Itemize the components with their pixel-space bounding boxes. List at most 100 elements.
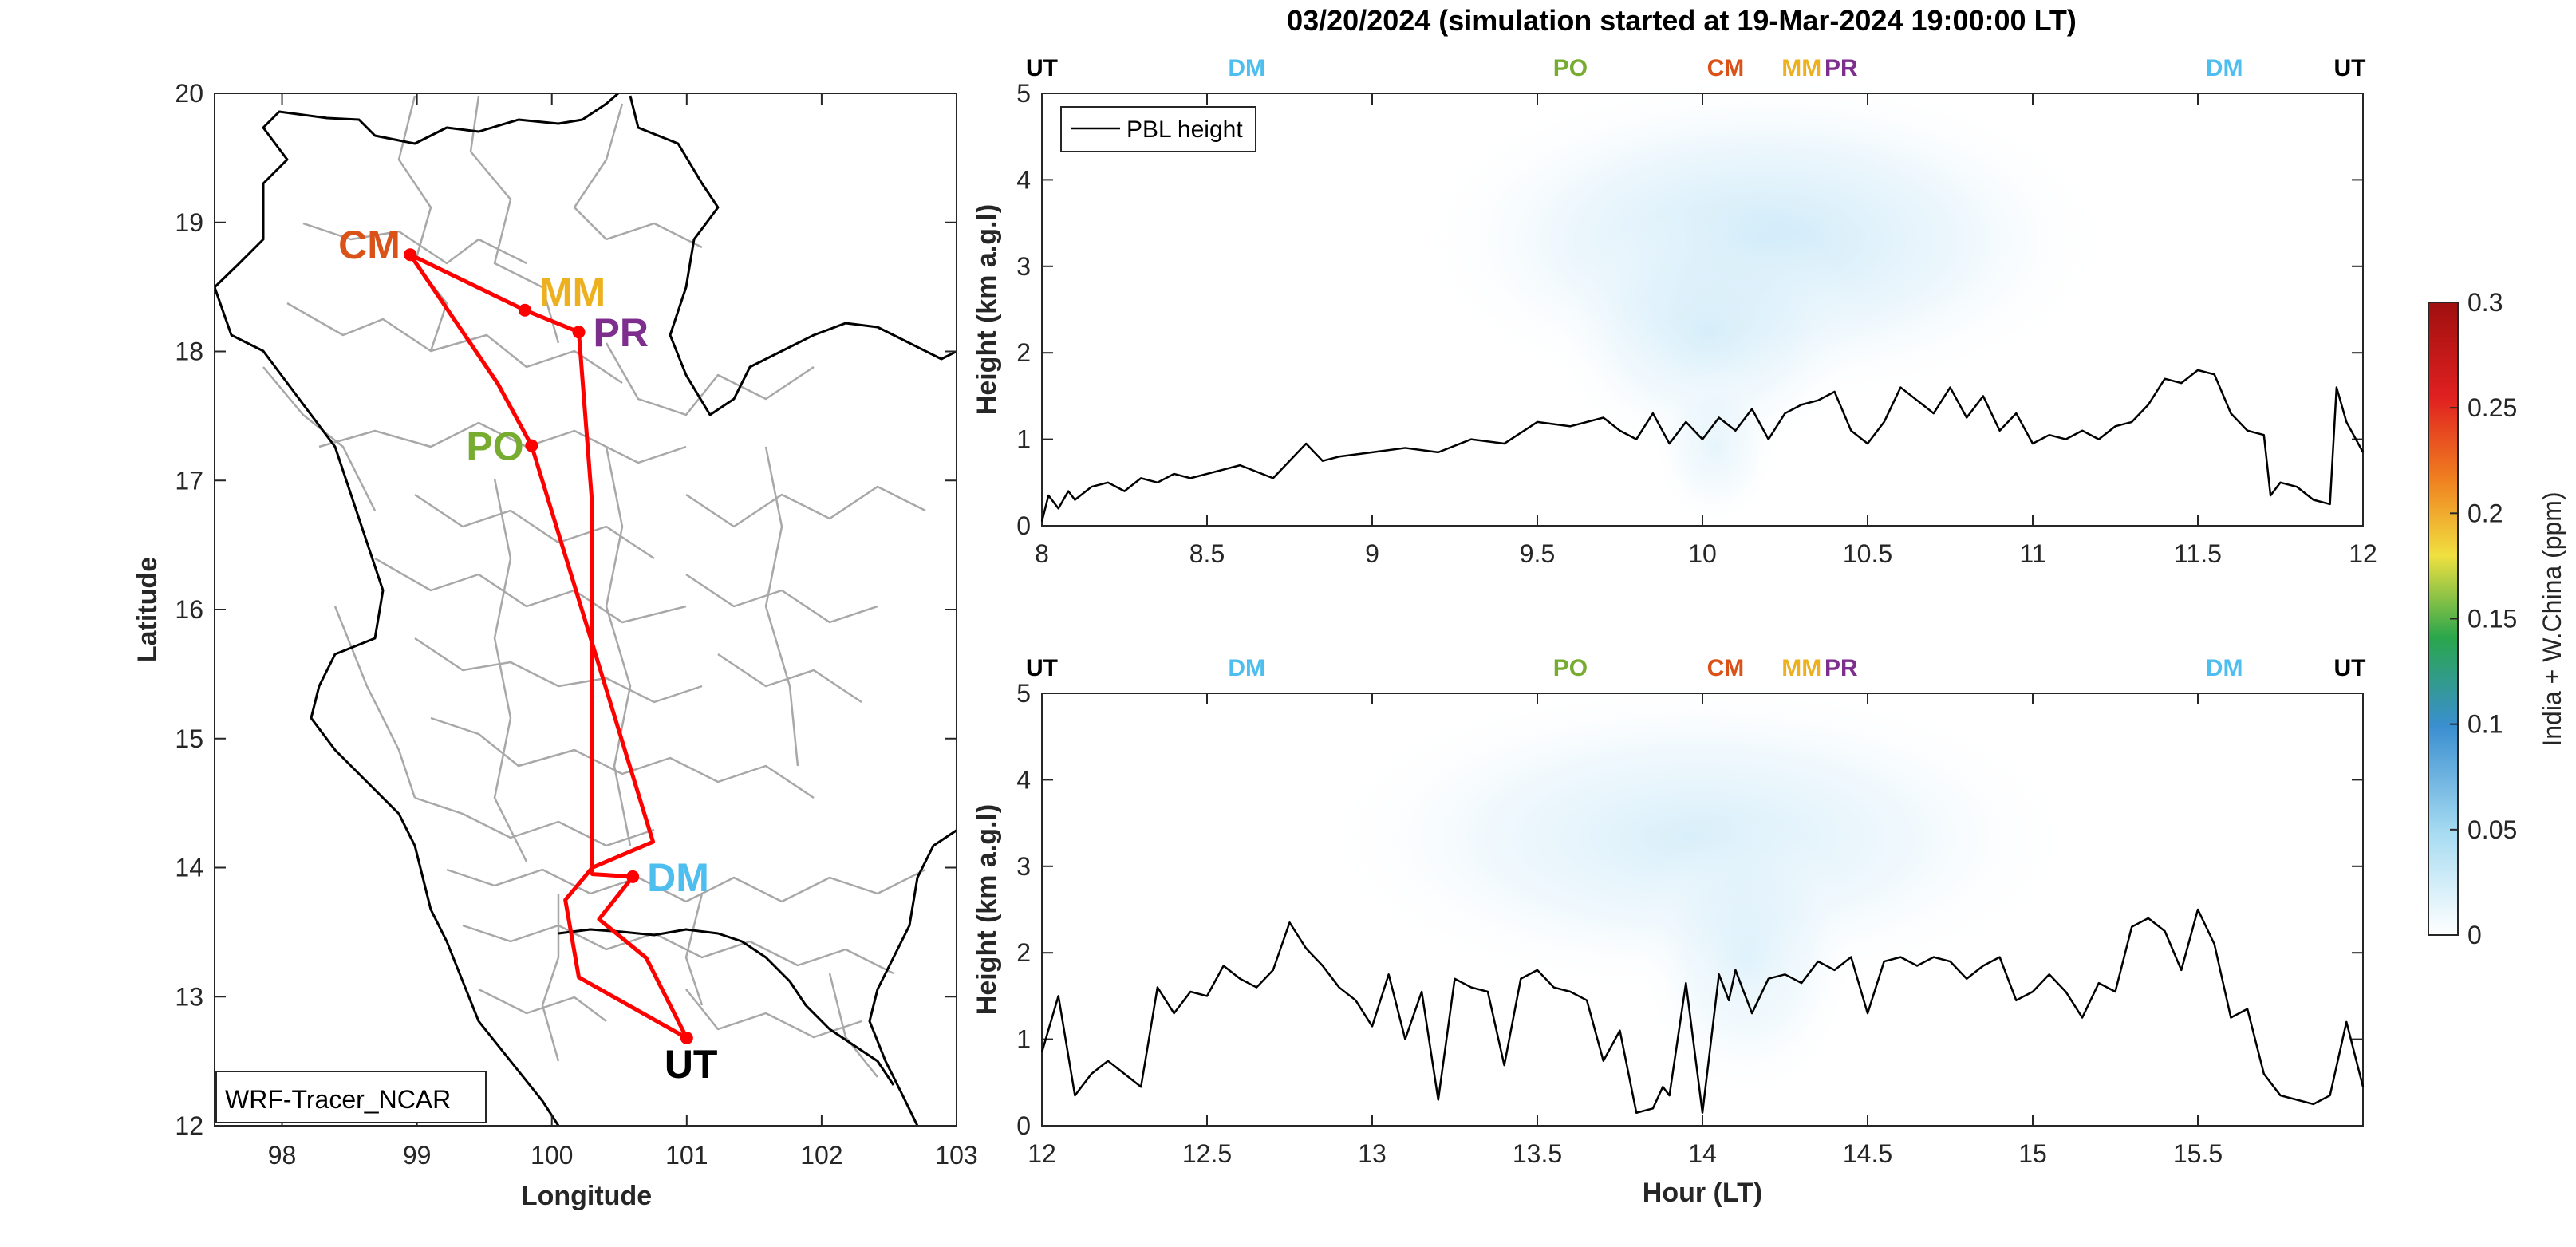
colorbar-ticks: 0 0.05 0.1 0.15 0.2 0.25 0.3: [2450, 288, 2517, 949]
station-top-label: DM: [2206, 55, 2243, 81]
station-point: [518, 303, 531, 317]
station-top-label: UT: [1026, 55, 1058, 81]
figure-title: 03/20/2024 (simulation started at 19-Mar…: [1287, 4, 2077, 37]
ytick-label: 4: [1016, 765, 1031, 794]
map-ytick-label: 16: [175, 595, 203, 624]
station-top-label: PR: [1825, 655, 1858, 681]
colorbar-tick-label: 0.05: [2468, 815, 2517, 844]
station-top-label: DM: [1228, 55, 1265, 81]
ytick-label: 0: [1016, 1111, 1031, 1140]
map-xlabel: Longitude: [521, 1181, 652, 1211]
station-top-label: MM: [1781, 655, 1821, 681]
source-label: WRF-Tracer_NCAR: [225, 1085, 451, 1114]
xtick-label: 8.5: [1189, 539, 1225, 568]
xtick-label: 11: [2019, 539, 2045, 568]
source-label-box: [215, 1071, 487, 1123]
colorbar-tick-label: 0.15: [2468, 605, 2517, 633]
map-axes-frame: [214, 93, 957, 1127]
station-top-label: CM: [1707, 655, 1745, 681]
map-ytick-label: 19: [175, 208, 203, 237]
colorbar-tick-label: 0: [2468, 921, 2482, 949]
xtick-label: 13.5: [1513, 1139, 1562, 1168]
ytick-label: 4: [1016, 165, 1031, 194]
ytick-label: 5: [1016, 79, 1031, 108]
station-label: DM: [647, 855, 709, 900]
map-xtick-label: 103: [935, 1141, 977, 1170]
station-label: PR: [594, 310, 649, 355]
station-top-label: UT: [2333, 55, 2365, 81]
xtick-label: 12: [1028, 1139, 1056, 1168]
map-borders: [215, 93, 957, 1126]
station-label: CM: [338, 223, 400, 267]
station-label: PO: [466, 424, 523, 469]
station-top-label: UT: [1026, 655, 1058, 681]
map-ytick-label: 17: [175, 466, 203, 495]
station-point: [572, 326, 586, 339]
map-xtick-label: 102: [800, 1141, 842, 1170]
ytick-label: 3: [1016, 252, 1031, 281]
station-top-label: UT: [2333, 655, 2365, 681]
route-line: [408, 252, 689, 1040]
station-top-label: DM: [1228, 655, 1265, 681]
map-ytick-label: 13: [175, 982, 203, 1011]
xtick-label: 10.5: [1843, 539, 1892, 568]
colorbar-tick-label: 0.25: [2468, 393, 2517, 422]
xtick-label: 14.5: [1843, 1139, 1892, 1168]
ytick-label: 2: [1016, 338, 1031, 367]
colorbar-label: India + W.China (ppm): [2538, 491, 2566, 746]
colorbar: 0 0.05 0.1 0.15 0.2 0.25 0.3 India + W.China (…: [2428, 288, 2566, 949]
colorbar-tick-label: 0.1: [2468, 710, 2503, 739]
map-xtick-label: 98: [268, 1141, 297, 1170]
map-ytick-label: 14: [175, 854, 203, 882]
pbl-legend-text: PBL height: [1126, 116, 1243, 143]
top-station-markers: UT DM PO CM MM PR DM UT: [1026, 55, 2365, 81]
colorbar-tick-label: 0.3: [2468, 288, 2503, 317]
map-ytick-label: 12: [175, 1111, 203, 1140]
bottom-xlabel: Hour (LT): [1643, 1178, 1762, 1208]
ytick-label: 0: [1016, 511, 1031, 540]
xtick-label: 15: [2018, 1139, 2047, 1168]
bottom-station-markers: UT DM PO CM MM PR DM UT: [1026, 655, 2365, 681]
station-top-label: PO: [1553, 55, 1588, 81]
top-ylabel: Height (km a.g.l): [972, 204, 1002, 415]
xtick-label: 10: [1688, 539, 1717, 568]
map-ytick-label: 18: [175, 337, 203, 366]
map-xtick-label: 99: [403, 1141, 432, 1170]
map-xtick-label: 101: [665, 1141, 708, 1170]
xtick-label: 14: [1688, 1139, 1717, 1168]
station-point: [680, 1032, 693, 1045]
xtick-label: 8: [1035, 539, 1049, 568]
ytick-label: 5: [1016, 679, 1031, 708]
pbl-legend: PBL height: [1060, 106, 1256, 152]
xtick-label: 15.5: [2173, 1139, 2223, 1168]
map-ytick-label: 15: [175, 724, 203, 753]
station-label: MM: [539, 270, 606, 315]
station-top-label: CM: [1707, 55, 1745, 81]
map-ticks: 98 99 100 101 102 103 12 13 14 15 16 17 18 19 20: [175, 79, 977, 1170]
station-point: [525, 439, 538, 452]
top-plume: [1412, 72, 2114, 527]
station-top-label: MM: [1781, 55, 1821, 81]
ytick-label: 2: [1016, 938, 1031, 967]
station-top-label: DM: [2206, 655, 2243, 681]
xtick-label: 12: [2349, 539, 2377, 568]
xtick-label: 9: [1365, 539, 1379, 568]
map-route: [408, 252, 689, 1040]
xtick-label: 9.5: [1520, 539, 1555, 568]
map-ytick-label: 20: [175, 79, 203, 108]
station-point: [626, 870, 640, 883]
bottom-plume: [1316, 678, 2082, 1101]
station-label: UT: [665, 1042, 718, 1087]
station-point: [404, 248, 417, 262]
station-top-label: PO: [1553, 655, 1588, 681]
top-pbl-line: [1040, 369, 2365, 522]
xtick-label: 11.5: [2174, 539, 2222, 568]
ytick-label: 3: [1016, 852, 1031, 881]
ytick-label: 1: [1016, 425, 1031, 454]
